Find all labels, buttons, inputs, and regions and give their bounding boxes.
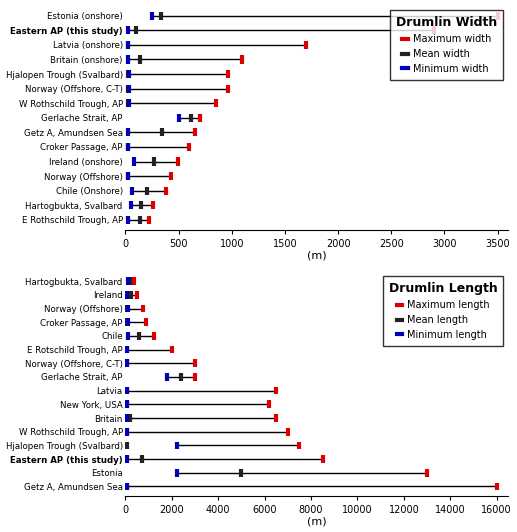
Legend: Maximum width, Mean width, Minimum width: Maximum width, Mean width, Minimum width — [390, 11, 504, 80]
X-axis label: (m): (m) — [307, 517, 327, 527]
Legend: Maximum length, Mean length, Minimum length: Maximum length, Mean length, Minimum len… — [383, 277, 504, 346]
X-axis label: (m): (m) — [307, 251, 327, 261]
